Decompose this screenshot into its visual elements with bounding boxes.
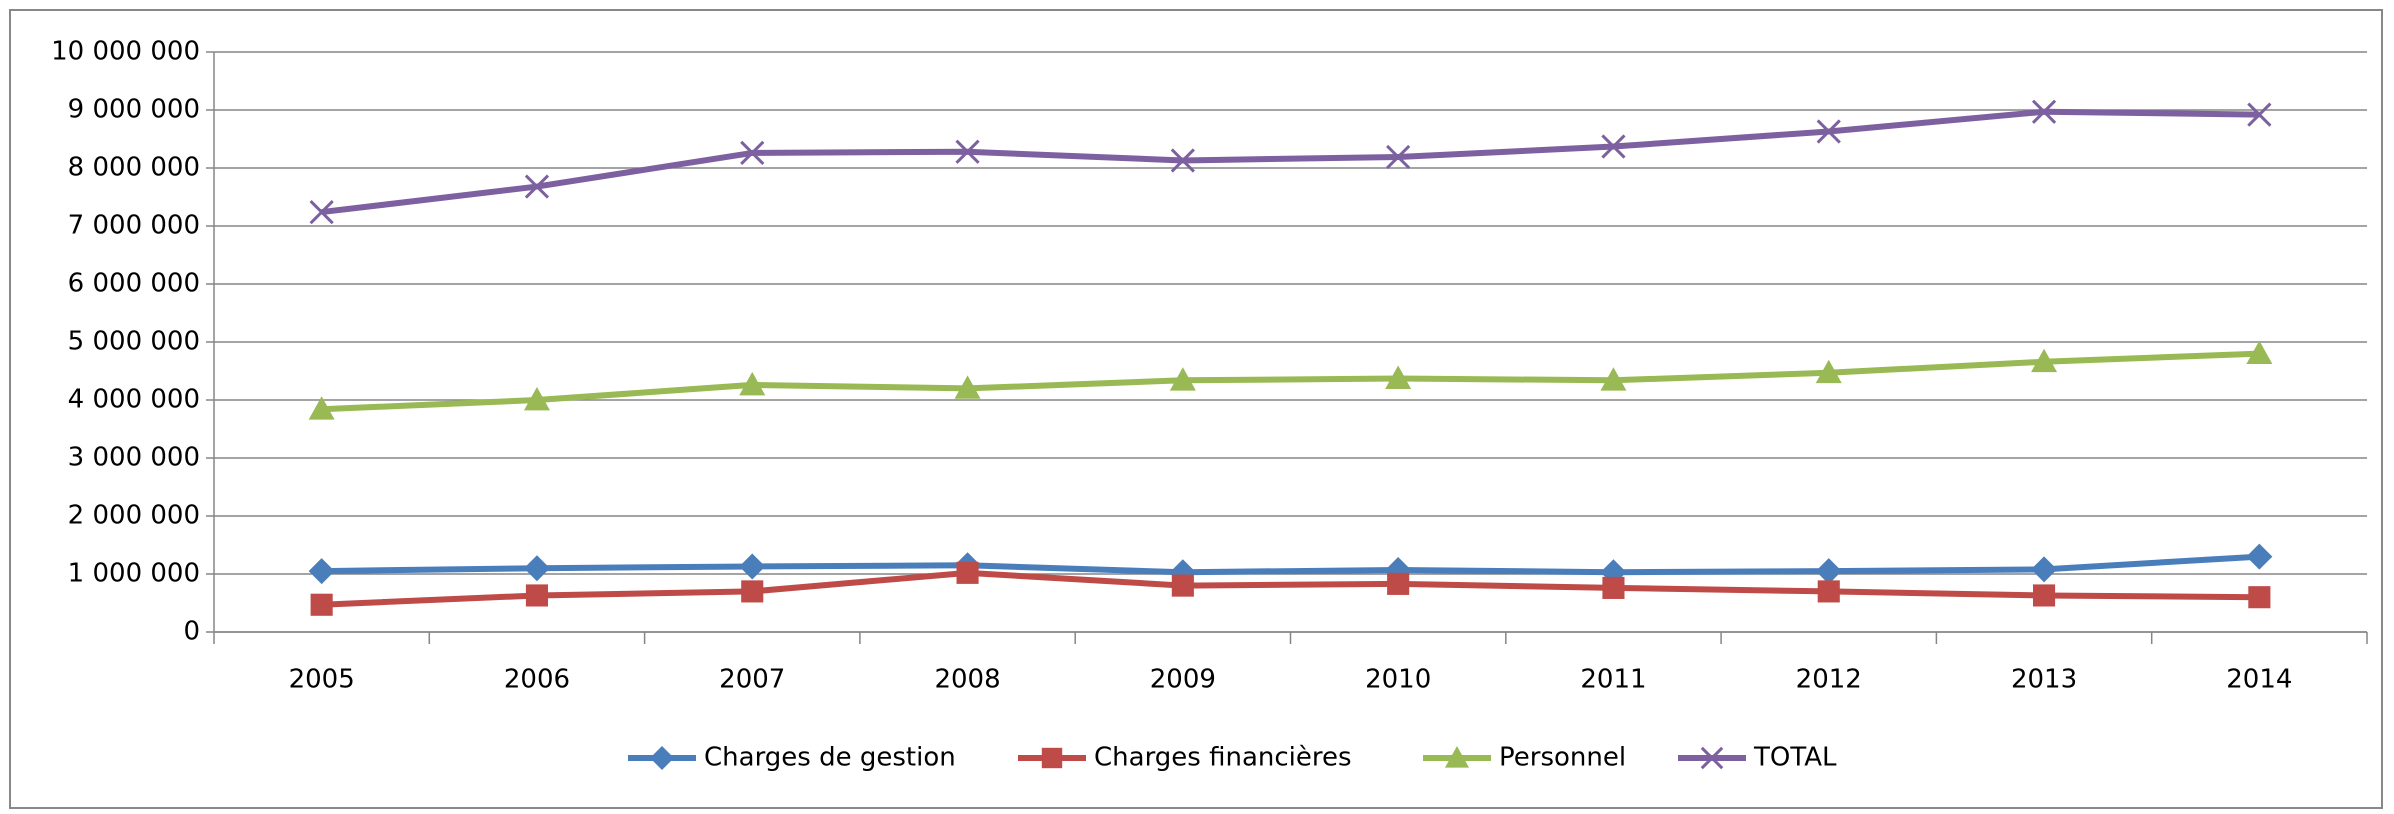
x-tick-label: 2007 xyxy=(719,665,785,695)
marker xyxy=(739,371,766,396)
legend-label: Charges de gestion xyxy=(704,743,956,773)
marker xyxy=(1171,574,1194,597)
x-tick-label: 2011 xyxy=(1580,665,1646,695)
marker xyxy=(523,387,550,411)
marker xyxy=(1602,576,1625,599)
y-tick-label: 1 000 000 xyxy=(68,559,200,589)
y-tick-label: 6 000 000 xyxy=(68,269,200,299)
series-line xyxy=(321,553,2260,576)
y-tick-label: 4 000 000 xyxy=(68,385,200,415)
y-tick-label: 2 000 000 xyxy=(68,501,200,531)
marker xyxy=(1445,746,1469,768)
y-tick-label: 10 000 000 xyxy=(51,37,200,67)
y-tick-label: 7 000 000 xyxy=(68,211,200,241)
marker xyxy=(650,746,674,770)
marker xyxy=(1815,359,1842,384)
legend-label: Charges financières xyxy=(1094,743,1352,773)
marker xyxy=(2246,340,2273,364)
marker xyxy=(1041,747,1063,769)
x-tick-label: 2012 xyxy=(1796,665,1862,695)
marker xyxy=(525,584,548,607)
marker xyxy=(2031,99,2057,124)
marker xyxy=(955,139,980,164)
marker xyxy=(309,199,334,225)
marker xyxy=(1601,134,1626,159)
marker xyxy=(310,593,333,616)
series-line xyxy=(321,569,2260,608)
marker xyxy=(2248,586,2271,609)
y-tick-label: 3 000 000 xyxy=(68,443,200,473)
marker xyxy=(1387,572,1410,595)
chart-frame xyxy=(9,9,2383,809)
y-tick-label: 8 000 000 xyxy=(68,153,200,183)
marker xyxy=(1386,144,1411,170)
marker xyxy=(1169,367,1196,391)
marker xyxy=(1385,365,1412,389)
marker xyxy=(2031,556,2058,583)
marker xyxy=(1170,148,1195,173)
marker xyxy=(523,555,550,582)
series-line xyxy=(321,108,2260,216)
x-tick-label: 2014 xyxy=(2226,665,2292,695)
marker xyxy=(1816,119,1841,144)
marker xyxy=(1815,558,1842,585)
x-tick-label: 2006 xyxy=(504,665,570,695)
marker xyxy=(308,558,335,585)
marker xyxy=(1817,580,1840,603)
x-tick-label: 2010 xyxy=(1365,665,1431,695)
y-tick-label: 5 000 000 xyxy=(68,327,200,357)
marker xyxy=(2246,543,2273,570)
marker xyxy=(956,561,979,584)
marker xyxy=(308,396,335,420)
marker xyxy=(2033,584,2056,607)
marker xyxy=(524,174,550,199)
legend-label: Personnel xyxy=(1499,743,1626,773)
marker xyxy=(954,375,981,399)
marker xyxy=(2247,102,2272,127)
marker xyxy=(1700,746,1724,770)
marker xyxy=(2031,348,2058,373)
x-tick-label: 2013 xyxy=(2011,665,2077,695)
series-line xyxy=(321,350,2260,413)
marker xyxy=(741,580,764,603)
y-tick-label: 9 000 000 xyxy=(68,95,200,125)
marker xyxy=(739,553,766,580)
x-tick-label: 2009 xyxy=(1150,665,1216,695)
x-tick-label: 2005 xyxy=(289,665,355,695)
marker xyxy=(1600,367,1627,391)
legend-label: TOTAL xyxy=(1753,743,1837,773)
y-tick-label: 0 xyxy=(183,617,200,647)
marker xyxy=(740,140,765,166)
x-tick-label: 2008 xyxy=(934,665,1000,695)
